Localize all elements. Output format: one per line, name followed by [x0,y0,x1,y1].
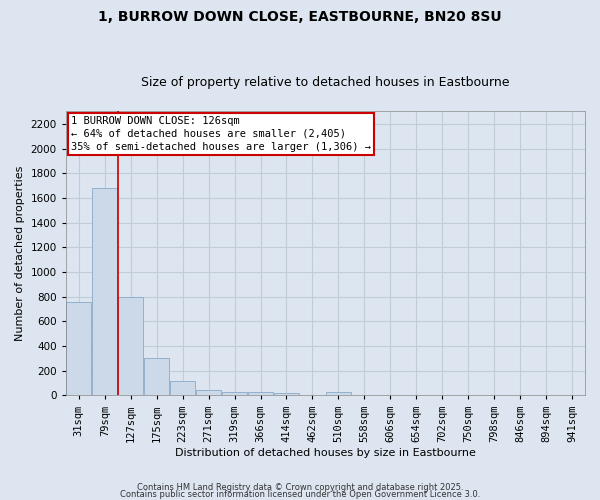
Bar [274,393,299,396]
Bar [196,390,221,396]
Bar [170,380,195,396]
Text: Contains HM Land Registry data © Crown copyright and database right 2025.: Contains HM Land Registry data © Crown c… [137,484,463,492]
Title: Size of property relative to detached houses in Eastbourne: Size of property relative to detached ho… [141,76,509,90]
Bar [222,392,247,396]
Bar [118,296,143,396]
Text: 1 BURROW DOWN CLOSE: 126sqm
← 64% of detached houses are smaller (2,405)
35% of : 1 BURROW DOWN CLOSE: 126sqm ← 64% of det… [71,116,371,152]
Bar [92,188,118,396]
Bar [144,358,169,396]
Text: Contains public sector information licensed under the Open Government Licence 3.: Contains public sector information licen… [120,490,480,499]
Y-axis label: Number of detached properties: Number of detached properties [15,166,25,341]
X-axis label: Distribution of detached houses by size in Eastbourne: Distribution of detached houses by size … [175,448,476,458]
Text: 1, BURROW DOWN CLOSE, EASTBOURNE, BN20 8SU: 1, BURROW DOWN CLOSE, EASTBOURNE, BN20 8… [98,10,502,24]
Bar [326,392,351,396]
Bar [248,392,273,396]
Bar [66,302,91,396]
